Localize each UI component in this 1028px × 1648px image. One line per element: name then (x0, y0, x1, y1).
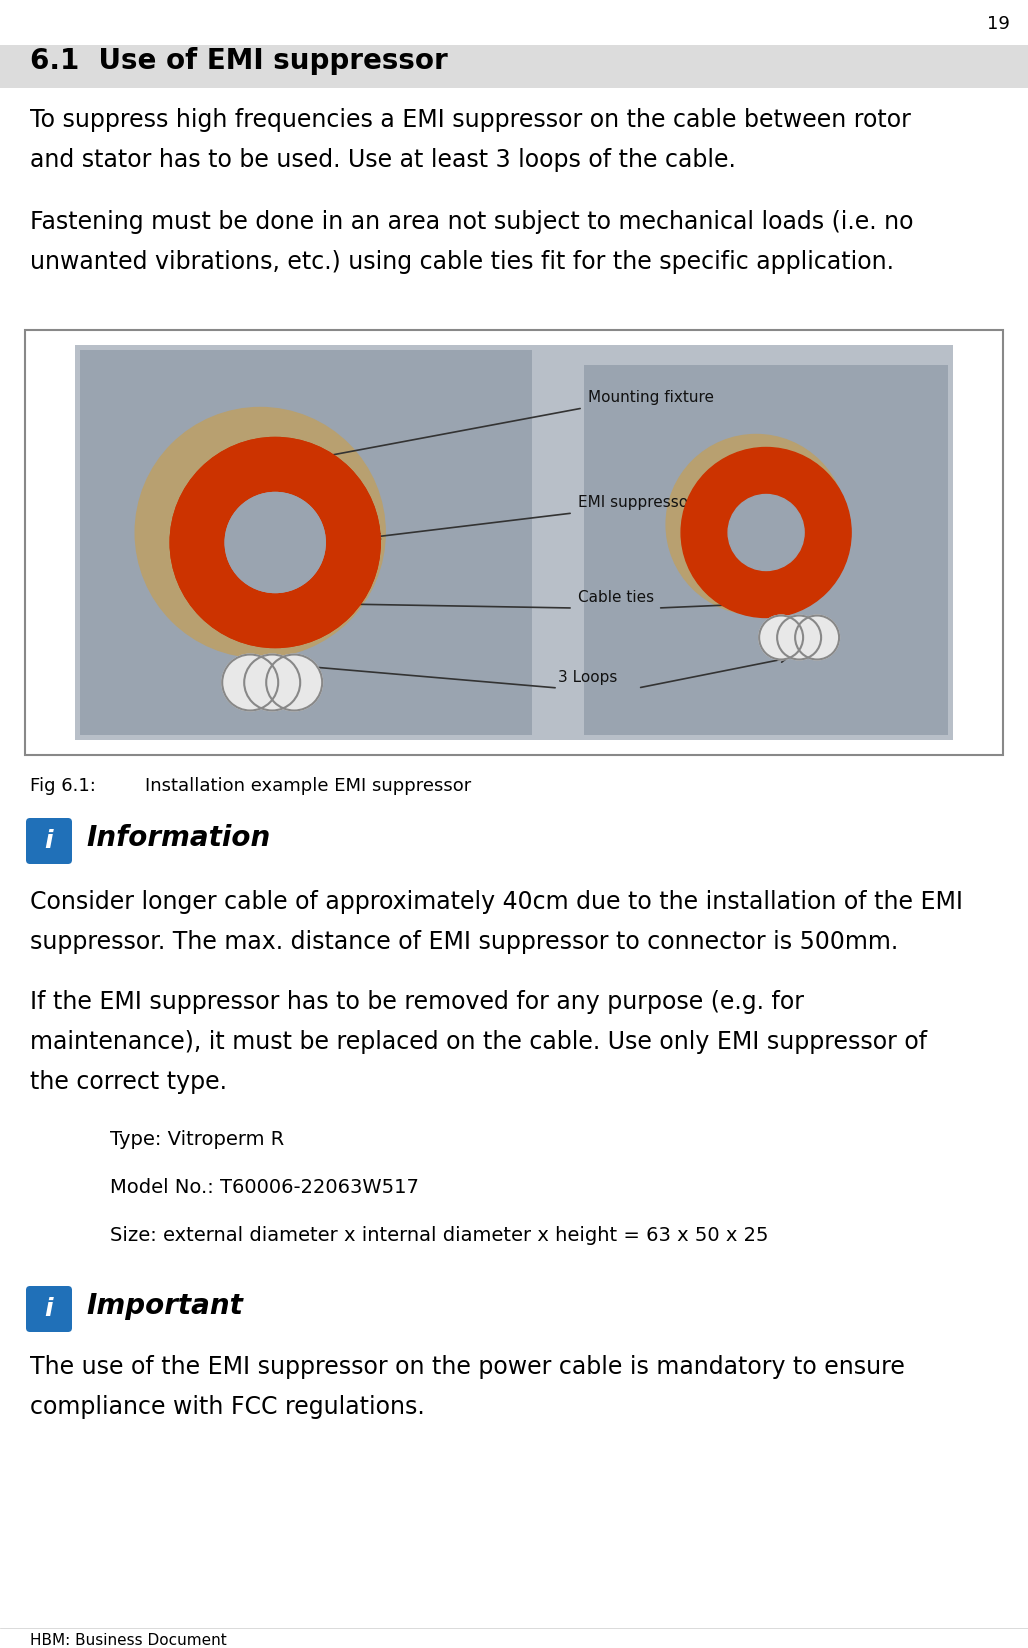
Circle shape (728, 494, 804, 570)
Text: Fastening must be done in an area not subject to mechanical loads (i.e. no: Fastening must be done in an area not su… (30, 209, 914, 234)
Circle shape (215, 488, 305, 577)
Circle shape (245, 654, 300, 710)
Text: i: i (44, 829, 53, 854)
Text: To suppress high frequencies a EMI suppressor on the cable between rotor: To suppress high frequencies a EMI suppr… (30, 109, 911, 132)
Text: maintenance), it must be replaced on the cable. Use only EMI suppressor of: maintenance), it must be replaced on the… (30, 1030, 927, 1055)
Circle shape (171, 437, 380, 648)
Bar (80, 349, 531, 735)
Text: Model No.: T60006-22063W517: Model No.: T60006-22063W517 (110, 1178, 418, 1196)
Text: Consider longer cable of approximately 40cm due to the installation of the EMI: Consider longer cable of approximately 4… (30, 890, 963, 915)
Text: Fig 6.1:: Fig 6.1: (30, 776, 96, 794)
Bar (25, 330, 1003, 755)
Text: Mounting fixture: Mounting fixture (588, 391, 713, 405)
Text: the correct type.: the correct type. (30, 1070, 227, 1094)
Circle shape (225, 493, 325, 593)
Circle shape (266, 654, 322, 710)
FancyBboxPatch shape (26, 1285, 72, 1332)
Text: 19: 19 (987, 15, 1009, 33)
Bar (75, 344, 953, 740)
Text: Type: Vitroperm R: Type: Vitroperm R (110, 1131, 285, 1149)
Circle shape (759, 615, 803, 659)
Text: Important: Important (86, 1292, 243, 1320)
Circle shape (666, 435, 846, 615)
Circle shape (777, 615, 821, 659)
Text: and stator has to be used. Use at least 3 loops of the cable.: and stator has to be used. Use at least … (30, 148, 736, 171)
Text: Information: Information (86, 824, 270, 852)
Circle shape (136, 407, 386, 658)
FancyBboxPatch shape (26, 817, 72, 864)
Circle shape (222, 654, 279, 710)
Text: Installation example EMI suppressor: Installation example EMI suppressor (145, 776, 471, 794)
Text: Cable ties: Cable ties (578, 590, 654, 605)
Circle shape (225, 493, 325, 593)
Text: unwanted vibrations, etc.) using cable ties fit for the specific application.: unwanted vibrations, etc.) using cable t… (30, 250, 894, 274)
Text: HBM: Business Document: HBM: Business Document (30, 1633, 227, 1648)
Circle shape (795, 615, 839, 659)
Text: Size: external diameter x internal diameter x height = 63 x 50 x 25: Size: external diameter x internal diame… (110, 1226, 769, 1244)
Text: 6.1  Use of EMI suppressor: 6.1 Use of EMI suppressor (30, 48, 448, 76)
Text: 3 Loops: 3 Loops (558, 671, 617, 686)
Text: compliance with FCC regulations.: compliance with FCC regulations. (30, 1394, 425, 1419)
Bar (0, 44, 1028, 87)
Text: If the EMI suppressor has to be removed for any purpose (e.g. for: If the EMI suppressor has to be removed … (30, 990, 804, 1014)
Text: The use of the EMI suppressor on the power cable is mandatory to ensure: The use of the EMI suppressor on the pow… (30, 1355, 905, 1379)
Text: EMI suppressor: EMI suppressor (578, 494, 694, 509)
Circle shape (682, 448, 851, 618)
Text: suppressor. The max. distance of EMI suppressor to connector is 500mm.: suppressor. The max. distance of EMI sup… (30, 929, 898, 954)
Circle shape (171, 437, 380, 648)
Text: i: i (44, 1297, 53, 1322)
Bar (584, 364, 948, 735)
